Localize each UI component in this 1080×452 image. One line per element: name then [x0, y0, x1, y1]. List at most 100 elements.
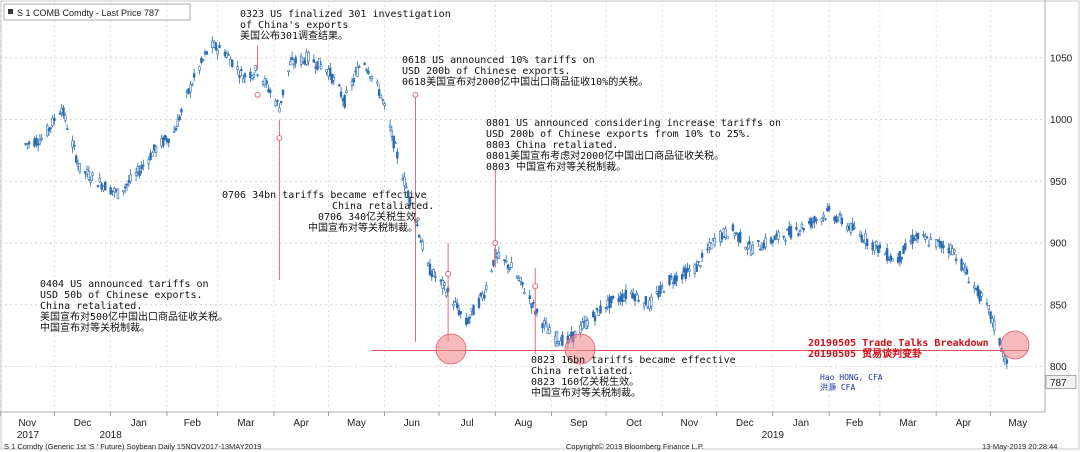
annotation-line: 0706 340亿关税生效。: [318, 210, 426, 223]
annotation-line: 0801 US announced considering increase t…: [486, 118, 781, 129]
candle-body: [777, 231, 780, 240]
candle-body: [898, 251, 902, 263]
candle-body: [811, 221, 814, 224]
candle-body: [876, 245, 880, 254]
candle-body: [265, 80, 268, 84]
candle-body: [466, 318, 470, 324]
candle-body: [280, 100, 283, 103]
candle-body: [900, 256, 903, 260]
y-tick-label: 1000: [1050, 115, 1073, 126]
candle-body: [192, 73, 196, 78]
candle-body: [878, 244, 882, 249]
annotation-line: 美国宣布对500亿中国出口商品征收关税。: [40, 310, 228, 323]
candle-body: [407, 190, 410, 199]
candle-body: [853, 226, 856, 229]
x-tick-label: Sep: [570, 418, 588, 429]
annotation-line: 0823 160亿关税生效。: [531, 375, 639, 388]
candle-body: [875, 241, 878, 246]
candle-body: [987, 305, 990, 310]
candle-body: [377, 89, 381, 96]
candle-body: [936, 239, 940, 241]
candle-body: [535, 308, 539, 313]
event-dot: [445, 270, 452, 277]
candle-body: [358, 66, 361, 69]
annotation-line: 0706 34bn tariffs became effective: [222, 190, 427, 201]
candle-body: [91, 172, 94, 176]
candle-body: [748, 241, 751, 245]
author-line: 洪灝 CFA: [820, 382, 855, 392]
candle-body: [178, 116, 181, 121]
candle-body: [472, 304, 475, 316]
candle-body: [53, 117, 56, 122]
candle-body: [548, 327, 551, 334]
candle-body: [1005, 359, 1009, 364]
event-dot: [254, 91, 261, 98]
candle-body: [657, 291, 660, 298]
candle-body: [521, 281, 524, 286]
candle-body: [176, 118, 179, 127]
y-tick-label: 850: [1050, 300, 1067, 311]
candle-body: [864, 233, 867, 244]
annotation-line: 0618美国宣布对2000亿中国出口商品征收10%的关税。: [402, 75, 648, 88]
candle-body: [350, 80, 354, 86]
candle-body: [953, 249, 956, 253]
candle-body: [771, 239, 775, 243]
x-year-label: 2019: [762, 430, 785, 441]
candle-body: [633, 294, 637, 302]
candle-body: [252, 74, 256, 78]
candle-body: [376, 81, 379, 84]
candle-body: [142, 164, 145, 167]
x-year-label: 2018: [100, 430, 123, 441]
candle-body: [773, 236, 776, 241]
candle-body: [445, 291, 448, 297]
x-tick-label: Mar: [899, 418, 917, 429]
candle-body: [688, 268, 691, 272]
annotation-line: China retaliated.: [531, 366, 633, 377]
candle-body: [949, 244, 952, 253]
candle-body: [731, 224, 735, 231]
candle-body: [47, 127, 51, 132]
header-title: S 1 COMB Comdty - Last Price 787: [17, 8, 159, 18]
candle-body: [922, 234, 925, 236]
candle-body: [180, 108, 183, 113]
candle-body: [243, 73, 247, 78]
candle-body: [497, 251, 501, 259]
candle-body: [365, 68, 368, 71]
candle-body: [332, 76, 336, 81]
candle-body: [592, 311, 595, 318]
candle-body: [269, 89, 272, 93]
candle-body: [294, 57, 297, 64]
candle-body: [417, 234, 421, 238]
y-tick-label: 1050: [1050, 53, 1073, 64]
x-tick-label: Mar: [237, 418, 255, 429]
candle-body: [287, 70, 290, 73]
x-tick-label: Jan: [793, 418, 809, 429]
candle-body: [670, 275, 673, 278]
x-year-label: 2017: [17, 430, 40, 441]
x-tick-label: Apr: [293, 418, 309, 429]
candle-body: [198, 66, 201, 71]
candle-body: [452, 303, 455, 307]
candle-body: [624, 289, 628, 300]
x-tick-label: Dec: [74, 418, 92, 429]
candle-body: [508, 267, 512, 271]
candle-body: [659, 285, 662, 294]
candle-body: [71, 140, 74, 148]
candle-body: [555, 331, 559, 342]
candle-body: [523, 291, 526, 295]
footer-center: Copyright© 2019 Bloomberg Finance L.P.: [566, 442, 704, 451]
candle-body: [58, 113, 62, 116]
candle-body: [840, 217, 844, 225]
candle-body: [477, 297, 481, 308]
candle-body: [201, 59, 205, 61]
candle-body: [579, 325, 582, 334]
candle-body: [381, 99, 385, 101]
candle-body: [684, 268, 687, 279]
annotation-line: USD 50b of Chinese exports.: [40, 290, 203, 301]
x-tick-label: Jun: [404, 418, 420, 429]
candle-body: [902, 245, 905, 255]
candle-body: [942, 244, 945, 248]
candle-body: [191, 83, 194, 86]
candle-body: [104, 181, 107, 191]
